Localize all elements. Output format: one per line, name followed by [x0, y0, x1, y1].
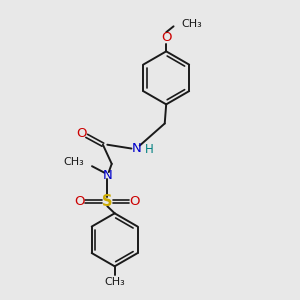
Text: N: N [132, 142, 142, 155]
Text: O: O [76, 127, 87, 140]
Text: O: O [161, 31, 171, 44]
Text: O: O [75, 195, 85, 208]
Text: S: S [102, 194, 112, 209]
Text: CH₃: CH₃ [104, 277, 125, 286]
Text: CH₃: CH₃ [63, 157, 84, 167]
Text: N: N [102, 169, 112, 182]
Text: H: H [145, 142, 154, 156]
Text: O: O [129, 195, 140, 208]
Text: CH₃: CH₃ [182, 19, 202, 29]
